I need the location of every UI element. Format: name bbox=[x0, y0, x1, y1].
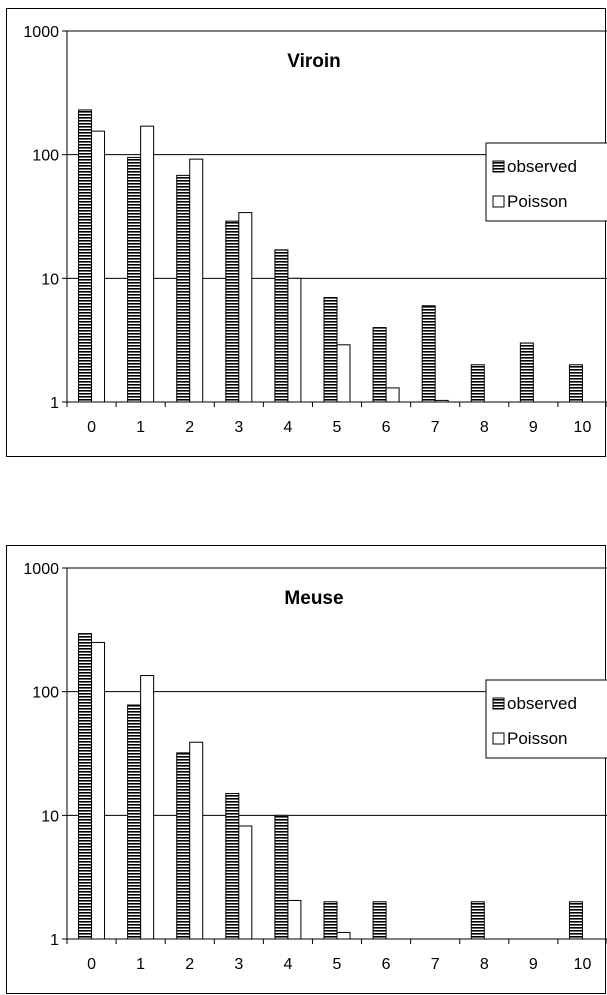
y-tick-label: 1 bbox=[50, 395, 59, 412]
bar-poisson bbox=[189, 158, 204, 403]
legend-label-observed: observed bbox=[507, 157, 577, 176]
bar-observed bbox=[568, 364, 583, 403]
legend-label-observed: observed bbox=[507, 694, 577, 713]
x-tick-label: 5 bbox=[333, 956, 342, 973]
bar-observed bbox=[78, 633, 93, 940]
bar-observed bbox=[568, 901, 583, 940]
bar-poisson bbox=[238, 825, 253, 940]
bar-observed bbox=[323, 296, 338, 403]
bar-observed bbox=[127, 704, 142, 940]
legend-swatch-poisson bbox=[492, 195, 505, 208]
x-tick-label: 1 bbox=[136, 419, 145, 436]
x-tick-label: 3 bbox=[234, 419, 243, 436]
x-tick-label: 1 bbox=[136, 956, 145, 973]
y-tick-label: 100 bbox=[32, 685, 59, 702]
legend-box bbox=[485, 142, 607, 222]
bar-observed bbox=[470, 901, 485, 940]
x-tick-label: 0 bbox=[87, 419, 96, 436]
x-tick-label: 10 bbox=[574, 956, 592, 973]
bar-poisson bbox=[287, 899, 302, 940]
chart-viroin-plot: 1 10 100 1000 0 1 2 3 4 5 6 7 8 9 10 Viroin observed Pois… bbox=[23, 24, 607, 436]
bar-poisson bbox=[434, 399, 449, 403]
x-tick-label: 2 bbox=[185, 419, 194, 436]
bar-poisson bbox=[336, 344, 351, 403]
legend-swatch-poisson bbox=[492, 732, 505, 745]
legend-label-poisson: Poisson bbox=[507, 729, 567, 748]
legend-label-poisson: Poisson bbox=[507, 192, 567, 211]
legend: observed Poisson bbox=[485, 679, 607, 759]
bar-observed bbox=[176, 752, 191, 940]
x-tick-label: 9 bbox=[529, 419, 538, 436]
x-tick-label: 0 bbox=[87, 956, 96, 973]
bar-observed bbox=[323, 901, 338, 940]
bar-observed bbox=[78, 109, 93, 403]
bar-observed bbox=[372, 901, 387, 940]
x-tick-label: 7 bbox=[431, 956, 440, 973]
x-tick-label: 10 bbox=[574, 419, 592, 436]
bar-observed bbox=[421, 305, 436, 403]
y-tick-label: 1000 bbox=[23, 561, 59, 578]
x-tick-label: 7 bbox=[431, 419, 440, 436]
bar-poisson bbox=[238, 212, 253, 403]
x-tick-label: 6 bbox=[382, 419, 391, 436]
y-tick-label: 100 bbox=[32, 148, 59, 165]
bar-observed bbox=[225, 793, 240, 940]
x-tick-label: 9 bbox=[529, 956, 538, 973]
bar-poisson bbox=[385, 387, 400, 403]
legend: observed Poisson bbox=[485, 142, 607, 222]
chart-viroin: 1 10 100 1000 0 1 2 3 4 5 6 7 8 9 10 Viroin observed Pois… bbox=[6, 8, 607, 457]
chart-meuse-plot: 1 10 100 1000 0 1 2 3 4 5 6 7 8 9 10 Meuse observed Poiss… bbox=[23, 561, 607, 973]
y-tick-label: 1 bbox=[50, 932, 59, 949]
bar-observed bbox=[274, 814, 289, 940]
chart-title: Viroin bbox=[287, 51, 341, 72]
bar-observed bbox=[519, 342, 534, 403]
legend-box bbox=[485, 679, 607, 759]
bar-poisson bbox=[189, 741, 204, 940]
legend-swatch-observed bbox=[492, 160, 505, 173]
y-tick-label: 10 bbox=[41, 271, 59, 288]
bar-poisson bbox=[140, 675, 155, 940]
bar-poisson bbox=[91, 130, 106, 403]
bar-observed bbox=[127, 156, 142, 403]
chart-meuse: 1 10 100 1000 0 1 2 3 4 5 6 7 8 9 10 Meuse observed Poiss… bbox=[6, 545, 607, 994]
x-tick-label: 6 bbox=[382, 956, 391, 973]
bar-observed bbox=[274, 249, 289, 403]
x-tick-label: 4 bbox=[283, 956, 292, 973]
bar-poisson bbox=[140, 125, 155, 403]
bar-observed bbox=[225, 220, 240, 403]
y-tick-label: 10 bbox=[41, 808, 59, 825]
bar-poisson bbox=[336, 931, 351, 940]
bar-observed bbox=[372, 327, 387, 403]
x-tick-label: 2 bbox=[185, 956, 194, 973]
bar-poisson bbox=[287, 277, 302, 403]
bar-poisson bbox=[91, 641, 106, 940]
x-tick-label: 8 bbox=[480, 419, 489, 436]
x-tick-label: 8 bbox=[480, 956, 489, 973]
bar-observed bbox=[176, 174, 191, 403]
x-tick-label: 3 bbox=[234, 956, 243, 973]
x-tick-label: 5 bbox=[333, 419, 342, 436]
chart-title: Meuse bbox=[284, 588, 343, 609]
y-tick-label: 1000 bbox=[23, 24, 59, 41]
x-tick-label: 4 bbox=[283, 419, 292, 436]
legend-swatch-observed bbox=[492, 697, 505, 710]
bar-observed bbox=[470, 364, 485, 403]
